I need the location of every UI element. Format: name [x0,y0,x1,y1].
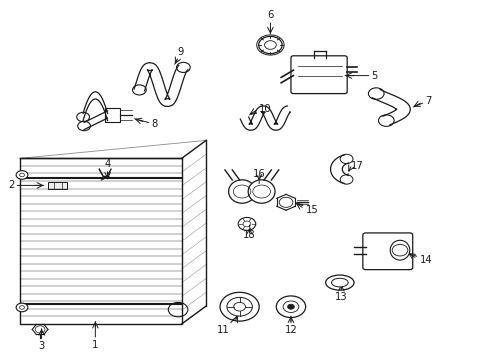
Text: 13: 13 [334,284,347,302]
Circle shape [77,112,89,122]
Text: 4: 4 [104,159,110,179]
Text: 1: 1 [92,321,99,350]
Text: 9: 9 [175,47,184,64]
Bar [105,108,120,122]
Text: 7: 7 [412,96,431,107]
Text: 18: 18 [243,225,255,240]
Bar [48,182,67,189]
Ellipse shape [248,180,274,203]
Circle shape [78,121,90,131]
Circle shape [367,88,383,99]
Text: 12: 12 [284,316,297,336]
Circle shape [132,85,146,95]
Circle shape [176,62,190,72]
Bar [20,158,182,324]
Text: 16: 16 [252,168,265,184]
Circle shape [220,292,259,321]
Circle shape [276,296,305,318]
Circle shape [340,154,352,163]
Text: 10: 10 [249,104,271,115]
Circle shape [16,303,28,312]
Circle shape [258,36,282,54]
Circle shape [287,304,294,309]
Circle shape [238,217,255,230]
Ellipse shape [331,278,347,287]
Circle shape [226,297,252,316]
FancyBboxPatch shape [362,233,412,270]
Circle shape [378,115,393,126]
Text: 15: 15 [295,203,318,215]
Text: 17: 17 [346,161,363,175]
Text: 14: 14 [407,253,431,265]
Text: 3: 3 [39,329,44,351]
Text: 11: 11 [217,315,237,336]
Ellipse shape [389,240,409,260]
Ellipse shape [325,275,353,290]
Circle shape [16,171,28,179]
Ellipse shape [228,180,255,203]
Circle shape [340,175,352,184]
Text: 5: 5 [345,71,377,81]
Circle shape [168,302,187,317]
FancyBboxPatch shape [290,56,346,94]
Text: 6: 6 [266,10,273,34]
Text: 2: 2 [8,180,43,190]
Text: 8: 8 [134,119,158,129]
